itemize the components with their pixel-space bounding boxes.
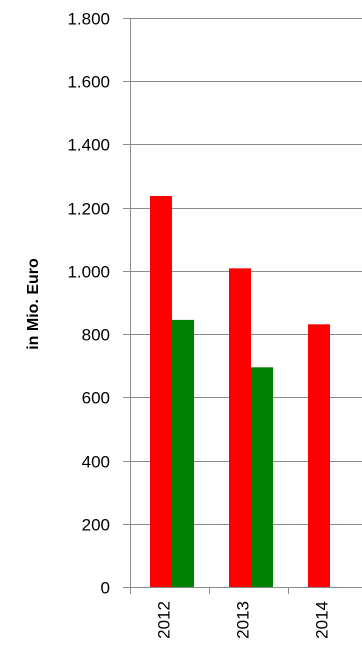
- y-tick-label: 0: [101, 579, 110, 598]
- x-tick-labels: 2012 2013 2014: [155, 601, 332, 639]
- x-tick-label-2013: 2013: [234, 601, 253, 639]
- bar-2012-series-1: [150, 195, 172, 587]
- y-tick-label: 600: [82, 389, 110, 408]
- y-tick-label: 400: [82, 453, 110, 472]
- x-tick-label-2014: 2014: [313, 601, 332, 639]
- axes: [130, 18, 289, 594]
- y-tick-label: 1.000: [67, 263, 110, 282]
- bar-2012-series-2: [172, 319, 194, 587]
- y-tick-label: 1.800: [67, 10, 110, 29]
- y-tick-label: 1.600: [67, 73, 110, 92]
- bars: [150, 195, 330, 587]
- bar-2013-series-1: [229, 268, 251, 587]
- bar-2014-series-1: [308, 324, 330, 587]
- y-axis-title: in Mio. Euro: [25, 258, 42, 350]
- y-tick-labels: 0 200 400 600 800 1.000 1.200 1.400 1.600 1.800: [67, 10, 110, 598]
- y-tick-label: 1.200: [67, 200, 110, 219]
- bar-2013-series-2: [251, 367, 273, 587]
- x-tick-label-2012: 2012: [155, 601, 174, 639]
- y-tick-label: 1.400: [67, 136, 110, 155]
- y-tick-label: 200: [82, 516, 110, 535]
- y-tick-label: 800: [82, 326, 110, 345]
